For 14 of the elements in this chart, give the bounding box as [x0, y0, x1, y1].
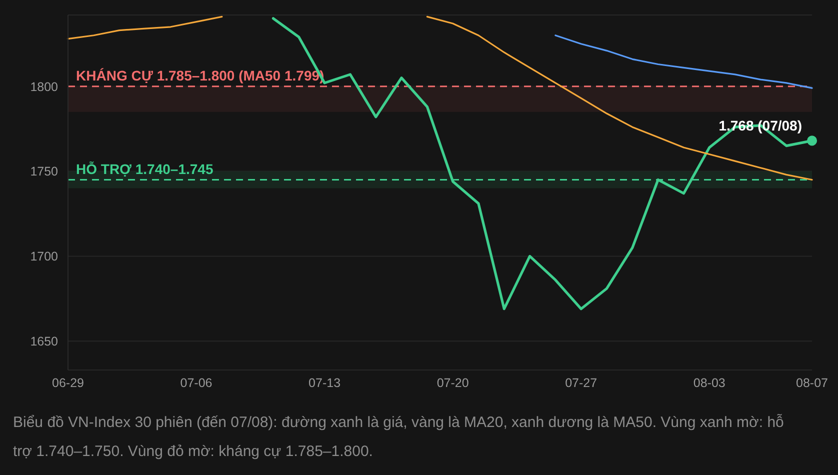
x-tick-label: 08-03	[693, 376, 726, 390]
x-tick-label: 08-07	[796, 376, 828, 390]
y-tick-label: 1800	[30, 80, 58, 94]
x-tick-label: 07-27	[565, 376, 598, 390]
text: Biểu đồ VN-Index 30 phiên (đến 07/08): đường xanh là giá, vàng là MA20, xanh dương là MA50. Vùng xanh mờ: hỗ trợ 1.740–1.750. Vùng đỏ mờ: kháng cự 1.785–1.800.	[13, 413, 785, 462]
y-tick-label: 1650	[30, 334, 58, 349]
x-tick-label: 07-20	[436, 376, 469, 390]
x-tick-label: 07-06	[180, 376, 212, 390]
x-tick-label: 07-13	[308, 376, 341, 390]
y-tick-label: 1700	[30, 250, 58, 264]
y-tick-label: 1750	[30, 164, 58, 179]
ref-line-label: HỖ TRỢ 1.740–1.745	[76, 160, 214, 177]
line-series	[554, 34, 813, 89]
x-tick-label: 06-29	[52, 376, 84, 390]
